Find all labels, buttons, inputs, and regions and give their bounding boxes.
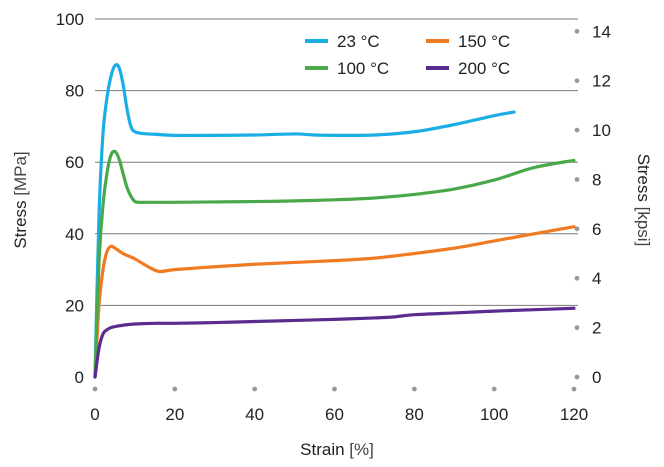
legend-label: 23 °C [337, 32, 380, 51]
legend: 23 °C 150 °C 100 °C 200 °C [305, 32, 510, 78]
y2-tick-dot [574, 127, 580, 133]
y-tick-label: 20 [65, 296, 84, 315]
legend-label: 100 °C [337, 59, 389, 78]
series-line-1 [93, 225, 576, 379]
y2-tick-dot [574, 374, 580, 380]
x-tick-dot [252, 386, 258, 392]
y2-axis-title: Stress [kpsi] [634, 154, 653, 247]
x-tick-label: 0 [90, 405, 99, 424]
y2-tick-dot [574, 28, 580, 34]
right-axis-tick-dots [574, 28, 580, 380]
y2-axis-title-quantity: Stress [634, 154, 653, 202]
x-tick-label: 20 [165, 405, 184, 424]
y2-tick-label: 8 [592, 170, 601, 189]
y-axis-title-quantity: Stress [11, 200, 30, 248]
x-tick-label: 120 [560, 405, 588, 424]
grid-lines [95, 18, 578, 306]
y2-tick-label: 14 [592, 22, 611, 41]
y2-tick-label: 6 [592, 220, 601, 239]
y-tick-label: 0 [75, 368, 84, 387]
x-axis-tick-labels: 0 20 40 60 80 100 120 [90, 405, 588, 424]
series-line-2 [93, 149, 576, 379]
y-tick-label: 80 [65, 82, 84, 101]
y2-tick-label: 0 [592, 368, 601, 387]
y-tick-label: 40 [65, 225, 84, 244]
x-tick-dot [332, 386, 337, 392]
y2-axis-title-unit: [kpsi] [634, 207, 653, 247]
x-tick-dot [172, 386, 178, 392]
x-axis-title-unit: [%] [349, 440, 374, 459]
x-axis-tick-dots [92, 386, 577, 392]
y-tick-label: 60 [65, 153, 84, 172]
y2-tick-label: 12 [592, 72, 611, 91]
x-axis-title: Strain [%] [300, 440, 374, 459]
x-axis-title-quantity: Strain [300, 440, 344, 459]
y-axis-title-unit: [MPa] [11, 151, 30, 195]
series-line-0 [93, 63, 516, 379]
y2-tick-label: 4 [592, 269, 601, 288]
y2-tick-label: 10 [592, 121, 611, 140]
legend-label: 150 °C [458, 32, 510, 51]
y2-tick-dot [574, 78, 580, 84]
x-tick-label: 100 [480, 405, 508, 424]
y2-tick-dot [574, 177, 580, 182]
x-tick-dot [571, 386, 577, 392]
x-tick-dot [92, 386, 98, 392]
y-axis-title: Stress [MPa] [11, 151, 30, 248]
x-tick-label: 60 [325, 405, 344, 424]
y2-tick-dot [574, 275, 580, 281]
x-tick-dot [491, 386, 497, 392]
series-lines [93, 63, 576, 379]
right-axis-tick-labels: 0 2 4 6 8 10 12 14 [592, 22, 611, 387]
y2-tick-label: 2 [592, 319, 601, 338]
x-tick-dot [411, 386, 417, 392]
legend-label: 200 °C [458, 59, 510, 78]
left-axis-tick-labels: 0 20 40 60 80 100 [56, 10, 84, 387]
series-line-3 [93, 306, 576, 379]
y2-tick-dot [574, 226, 580, 232]
y-tick-label: 100 [56, 10, 84, 29]
x-tick-label: 40 [245, 405, 264, 424]
y2-tick-dot [574, 325, 580, 331]
x-tick-label: 80 [405, 405, 424, 424]
